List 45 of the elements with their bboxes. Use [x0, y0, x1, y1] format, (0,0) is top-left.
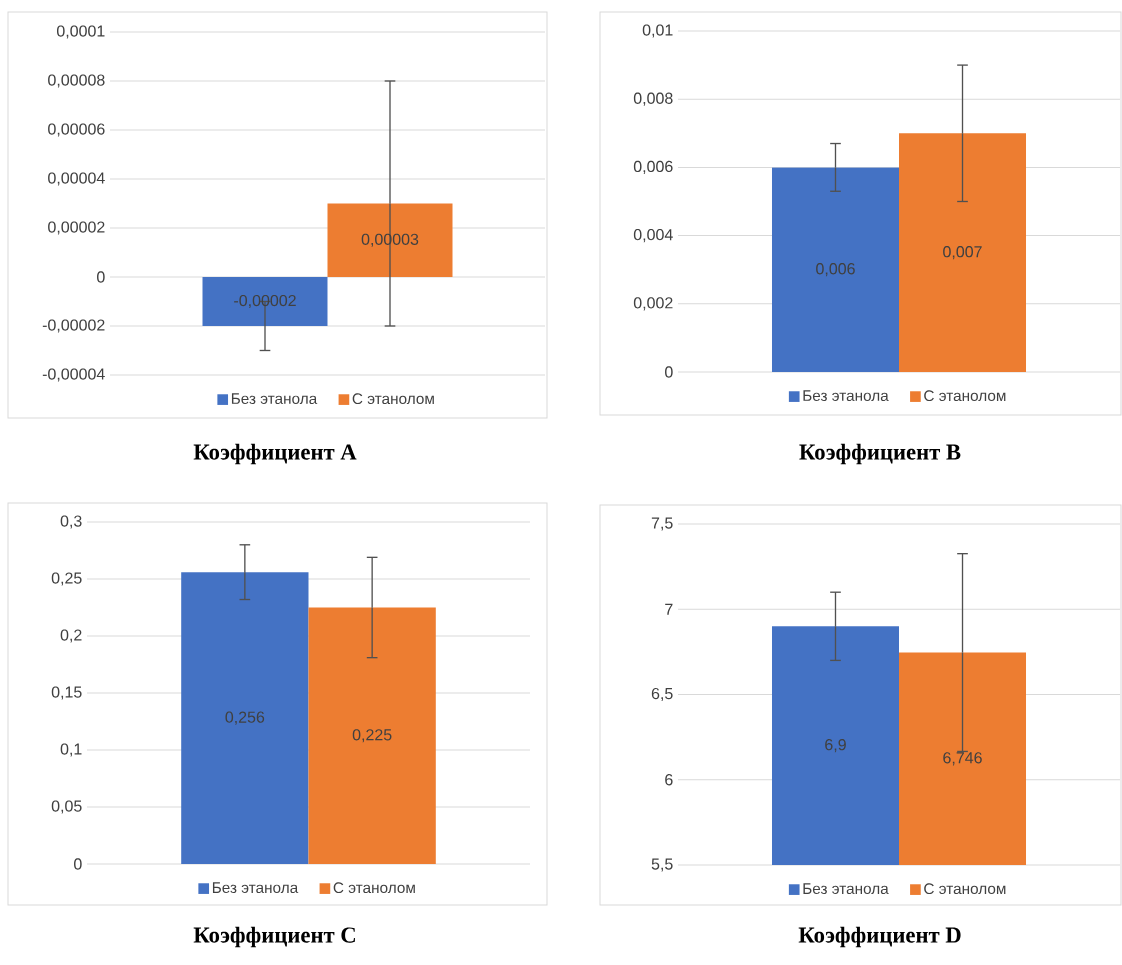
data-label: -0,00002 [234, 294, 296, 309]
y-tick-label: 0,2 [60, 629, 82, 643]
text: Коэффициент A [193, 443, 357, 465]
legend-label: С этанолом [924, 883, 1006, 895]
data-label: 0,007 [943, 246, 982, 260]
y-tick-label: 0,00004 [48, 172, 105, 186]
y-tick-label: -0,00002 [42, 319, 105, 333]
y-tick-label: 0,00006 [48, 123, 105, 137]
y-tick-label: 7,5 [651, 517, 673, 531]
text: Коэффициент D [798, 926, 961, 948]
y-tick-label: 0,00008 [48, 74, 105, 88]
y-tick-label: 0,002 [633, 297, 673, 311]
y-tick-label: 6,5 [651, 687, 673, 702]
legend-label: Без этанола [803, 390, 889, 402]
y-tick-label: 7 [665, 603, 673, 615]
data-label: 0,006 [816, 263, 855, 277]
legend-label: Без этанола [212, 882, 299, 894]
legend-label: С этанолом [333, 882, 415, 894]
y-tick-label: 0 [74, 858, 82, 870]
legend-label: Без этанола [231, 393, 318, 405]
legend-label: С этанолом [352, 393, 434, 405]
data-label: 6,746 [943, 752, 982, 766]
text: Коэффициент C [193, 926, 355, 948]
y-tick-label: 0,00002 [48, 221, 105, 235]
y-tick-label: 0,3 [60, 515, 82, 529]
y-tick-label: 0,15 [51, 686, 82, 700]
y-tick-label: 0,1 [60, 743, 82, 757]
data-label: 0,225 [352, 729, 392, 743]
text: Коэффициент B [799, 443, 961, 465]
y-tick-label: 5,5 [651, 858, 673, 872]
legend-label: С этанолом [924, 390, 1006, 402]
y-tick-label: -0,00004 [42, 368, 105, 382]
y-tick-label: 0,006 [633, 160, 673, 175]
y-tick-label: 0 [97, 271, 105, 283]
y-tick-label: 6 [665, 774, 673, 786]
data-label: 6,9 [825, 739, 846, 753]
data-label: 0,256 [225, 711, 265, 725]
y-tick-label: 0,008 [633, 92, 673, 106]
y-tick-label: 0,01 [642, 24, 673, 38]
y-tick-label: 0,05 [51, 800, 82, 814]
y-tick-label: 0,0001 [56, 25, 105, 39]
y-tick-label: 0,004 [633, 228, 673, 243]
y-tick-label: 0 [665, 366, 673, 378]
legend-label: Без этанола [803, 883, 889, 895]
y-tick-label: 0,25 [51, 572, 82, 586]
